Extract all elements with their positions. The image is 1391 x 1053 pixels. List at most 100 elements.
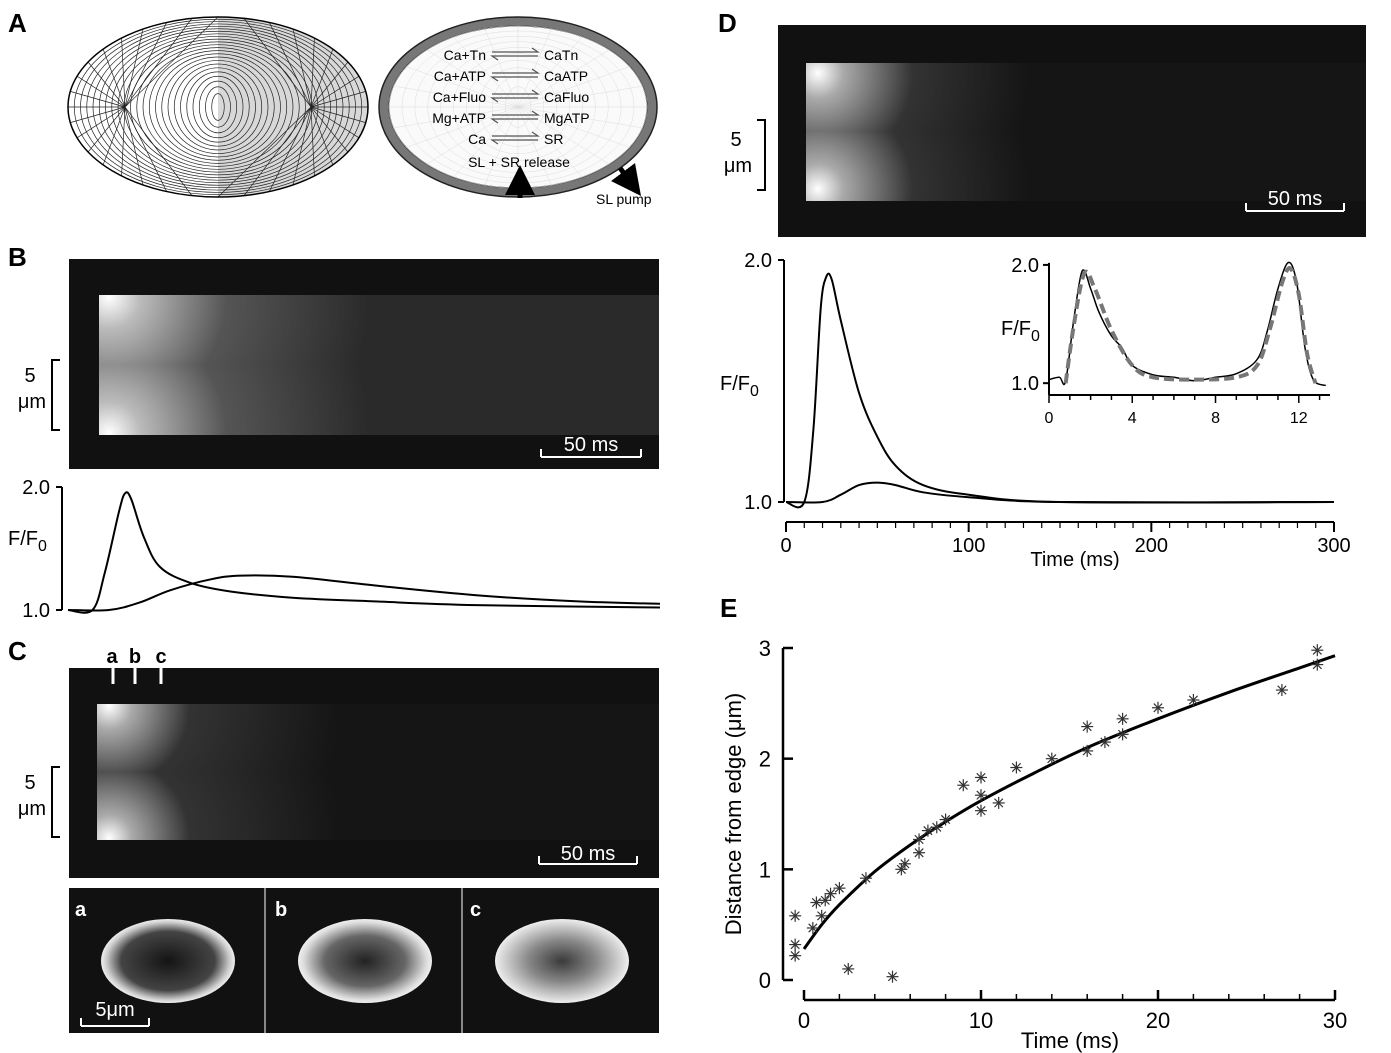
linescan-image-b: 50 ms	[69, 259, 659, 469]
scale-um-unit: μm	[18, 391, 46, 413]
x-tick-label: 0	[780, 535, 791, 557]
data-point	[1311, 658, 1324, 671]
data-point	[1116, 712, 1129, 725]
data-point	[975, 804, 987, 817]
scale-bar-space-c: 5 μm	[18, 766, 60, 838]
inset-x-tick-label: 12	[1290, 410, 1308, 427]
reaction-right: CaATP	[544, 68, 588, 84]
reaction-right: MgATP	[544, 110, 590, 126]
data-point	[859, 872, 872, 885]
scale-um-value: 5	[730, 129, 741, 151]
scale-bar-time-label: 50 ms	[564, 434, 618, 456]
scale-bar-space-b: 5 μm	[18, 359, 60, 431]
reaction-right: SR	[544, 131, 563, 147]
cross-section-a-label: a	[75, 899, 87, 921]
y-tick-label: 1.0	[22, 600, 50, 622]
panel-label-b: B	[8, 242, 27, 272]
reaction-left: Ca+ATP	[434, 68, 486, 84]
reaction-list: Ca+Tn CaTn Ca+ATP CaATP Ca+Fluo CaFluo M…	[432, 47, 589, 170]
panel-label-c: C	[8, 636, 27, 666]
data-point	[789, 938, 802, 951]
scale-um-value: 5	[24, 365, 35, 387]
reaction-left: Ca+Fluo	[433, 89, 487, 105]
reaction-left: Ca+Tn	[444, 47, 486, 63]
scale-um-unit: μm	[18, 798, 46, 820]
data-point	[842, 962, 855, 975]
data-point	[1311, 644, 1324, 657]
data-point	[898, 857, 911, 870]
x-tick-label: 100	[952, 535, 985, 557]
pump-arrow-icon	[611, 163, 641, 196]
marker-c-label: c	[155, 646, 166, 668]
scale-bar-space-d: 5 μm	[724, 119, 766, 191]
data-point	[913, 846, 926, 859]
inset-y-tick-label: 2.0	[1011, 255, 1039, 277]
inset-x-tick-label: 8	[1211, 410, 1220, 427]
reaction-right: CaTn	[544, 47, 578, 63]
data-point	[789, 909, 802, 922]
y-tick-label: 2.0	[744, 250, 772, 272]
inset-y-tick-label: 1.0	[1011, 373, 1039, 395]
x-tick-label: 30	[1323, 1008, 1347, 1033]
data-point	[819, 894, 832, 907]
data-point	[815, 909, 828, 922]
y-axis-label: F/F0	[720, 373, 759, 400]
cross-section-b-label: b	[275, 899, 287, 921]
data-point	[913, 833, 926, 846]
data-point	[886, 970, 899, 983]
x-tick-label: 300	[1317, 535, 1350, 557]
data-point	[1010, 761, 1023, 774]
data-point	[921, 824, 934, 837]
scale-bar-time-label: 50 ms	[561, 843, 615, 865]
y-axis-label: F/F0	[1001, 318, 1040, 345]
data-point	[1081, 744, 1094, 757]
y-axis-label: Distance from edge (μm)	[721, 693, 746, 936]
mesh-lines	[67, 16, 369, 198]
marker-a-label: a	[106, 646, 118, 668]
y-axis-label: F/F0	[8, 528, 47, 555]
data-point	[957, 779, 970, 792]
cross-section-scale-label: 5μm	[95, 999, 134, 1021]
linescan-markers: a b c	[106, 646, 166, 668]
data-point	[1275, 684, 1288, 697]
release-label: SL + SR release	[468, 154, 570, 170]
linescan-image-d: 50 ms	[778, 25, 1366, 237]
data-point	[1045, 752, 1058, 765]
x-axis-label: Time (ms)	[1021, 1028, 1119, 1053]
data-point	[939, 813, 952, 826]
data-point	[1187, 694, 1200, 707]
linescan-image-c: 50 ms	[69, 668, 659, 878]
y-tick-label: 2	[759, 747, 771, 772]
y-tick-label: 1.0	[744, 492, 772, 514]
x-tick-label: 10	[969, 1008, 993, 1033]
cross-section-images: a b c 5μm	[69, 888, 659, 1033]
pump-label: SL pump	[596, 191, 652, 207]
trace-chart-d: 2.0 1.0 F/F0 0 100 200 300 Time (ms) 2.0 1.0 0 4 8 12…	[720, 250, 1351, 571]
marker-b-label: b	[129, 646, 141, 668]
data-point	[1152, 701, 1164, 714]
scale-um-value: 5	[24, 772, 35, 794]
x-axis-label: Time (ms)	[1030, 549, 1119, 571]
mesh-outline	[67, 16, 369, 198]
inset-x-tick-label: 4	[1128, 410, 1137, 427]
scale-bar-time-label: 50 ms	[1268, 188, 1322, 210]
data-point	[1098, 736, 1111, 749]
panel-label-a: A	[8, 8, 27, 38]
data-point	[975, 771, 987, 784]
equilibrium-arrows	[490, 47, 540, 145]
trace-line	[67, 491, 661, 614]
data-point	[930, 821, 943, 834]
reaction-right: CaFluo	[544, 89, 589, 105]
x-tick-label: 200	[1135, 535, 1168, 557]
data-point	[789, 949, 802, 962]
y-tick-label: 0	[759, 968, 771, 993]
trace-chart-b: 2.0 1.0 F/F0	[8, 477, 661, 622]
y-tick-label: 1	[759, 857, 771, 882]
y-tick-label: 3	[759, 636, 771, 661]
data-point	[810, 896, 823, 909]
reaction-left: Mg+ATP	[432, 110, 486, 126]
inset-x-tick-label: 0	[1045, 410, 1054, 427]
data-point	[1081, 720, 1094, 733]
ellipse-mesh-diagram	[67, 16, 369, 198]
inset-data-line	[1048, 261, 1327, 387]
